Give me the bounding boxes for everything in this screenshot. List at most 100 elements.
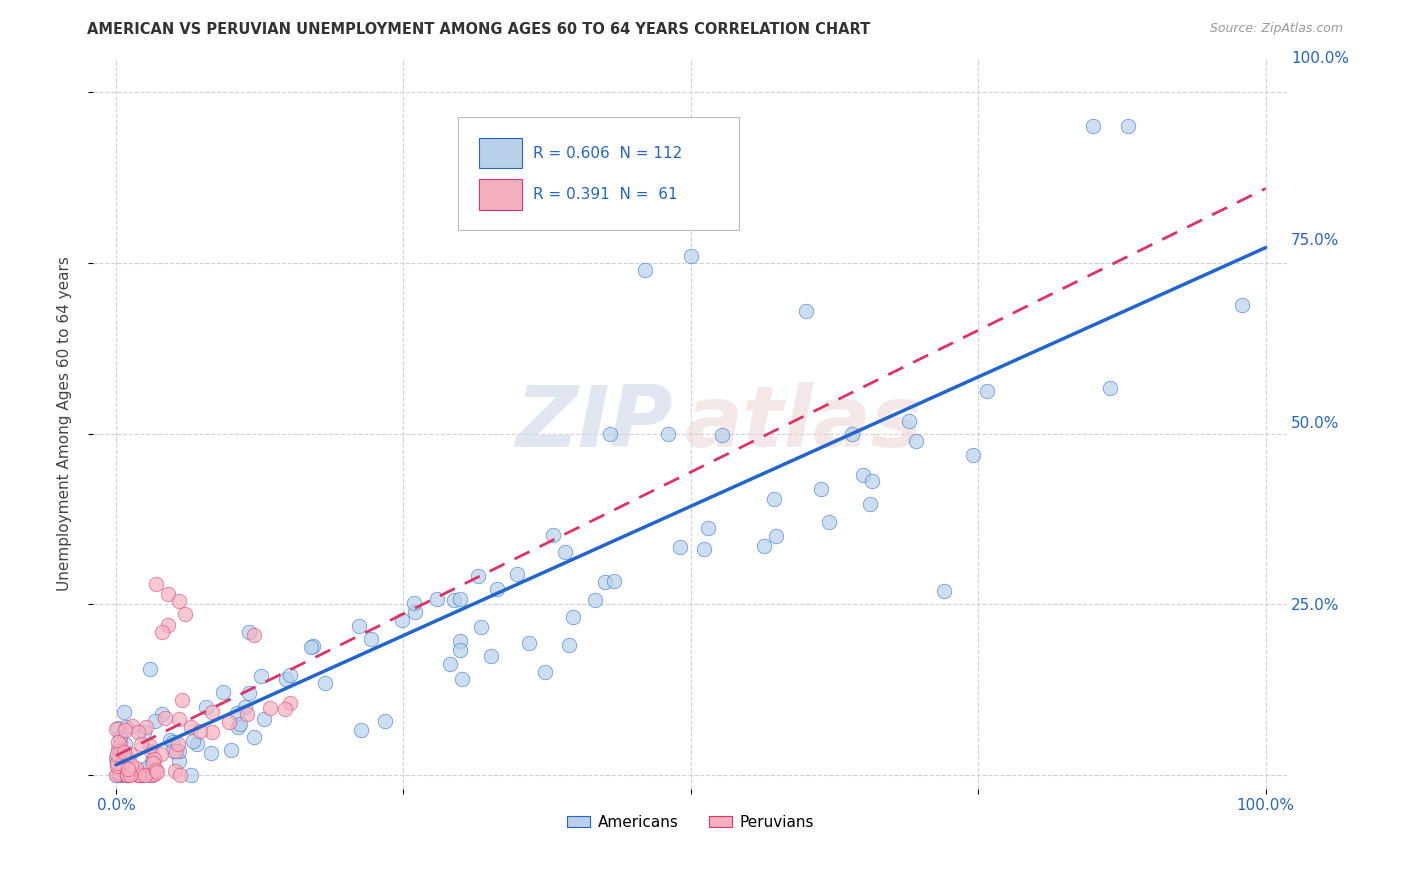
Americans (860, 474, 883, 488)
Americans (299, 640, 322, 655)
Americans (1230, 298, 1253, 312)
Peruvians (201, 724, 224, 739)
Americans (558, 638, 581, 652)
Americans (250, 669, 273, 683)
Peruvians (134, 768, 156, 782)
Peruvians (141, 768, 163, 782)
Peruvians (139, 739, 162, 753)
Text: R = 0.606  N = 112: R = 0.606 N = 112 (533, 145, 682, 161)
Peruvians (156, 587, 179, 601)
Peruvians (169, 712, 191, 726)
Americans (449, 592, 471, 607)
Americans (114, 737, 136, 751)
Peruvians (169, 768, 191, 782)
Peruvians (105, 768, 128, 782)
Americans (225, 706, 247, 720)
Americans (200, 746, 222, 760)
Text: 50.0%: 50.0% (1291, 416, 1340, 431)
Americans (841, 427, 863, 442)
Peruvians (129, 766, 152, 780)
Peruvians (259, 701, 281, 715)
Peruvians (146, 764, 169, 779)
Americans (128, 768, 150, 782)
Americans (134, 768, 156, 782)
Americans (139, 768, 162, 782)
Americans (105, 768, 128, 782)
Americans (162, 735, 184, 749)
Americans (117, 768, 139, 782)
Peruvians (115, 768, 138, 782)
Americans (402, 596, 425, 610)
Americans (1083, 120, 1105, 134)
Americans (765, 529, 787, 543)
Americans (517, 636, 540, 650)
Peruvians (105, 747, 128, 761)
Americans (107, 721, 129, 735)
Americans (238, 686, 260, 700)
Americans (132, 763, 155, 777)
Americans (111, 758, 134, 772)
Americans (108, 731, 131, 745)
Peruvians (105, 722, 128, 736)
Peruvians (141, 744, 163, 758)
Americans (817, 516, 839, 530)
Peruvians (112, 745, 135, 759)
Peruvians (129, 737, 152, 751)
Americans (794, 303, 817, 318)
Peruvians (108, 744, 131, 758)
Peruvians (149, 747, 172, 761)
Americans (212, 685, 235, 699)
Text: atlas: atlas (685, 382, 922, 465)
Americans (167, 755, 190, 769)
Americans (194, 700, 217, 714)
Americans (599, 426, 621, 441)
Americans (593, 574, 616, 589)
Americans (242, 730, 264, 744)
Peruvians (155, 711, 177, 725)
FancyBboxPatch shape (458, 117, 738, 230)
Americans (226, 720, 249, 734)
Peruvians (243, 628, 266, 642)
Peruvians (111, 763, 134, 777)
Americans (107, 742, 129, 756)
Text: Source: ZipAtlas.com: Source: ZipAtlas.com (1209, 22, 1343, 36)
Americans (115, 720, 138, 734)
Americans (562, 610, 585, 624)
Americans (449, 643, 471, 657)
Americans (139, 662, 162, 676)
Americans (107, 755, 129, 769)
Americans (274, 672, 297, 686)
Americans (347, 618, 370, 632)
Americans (763, 492, 786, 507)
Peruvians (150, 624, 173, 639)
Peruvians (125, 761, 148, 775)
Americans (693, 541, 716, 556)
Americans (314, 676, 336, 690)
Americans (859, 497, 882, 511)
Peruvians (278, 696, 301, 710)
Text: 75.0%: 75.0% (1291, 234, 1340, 248)
Americans (696, 521, 718, 535)
Peruvians (110, 756, 132, 770)
Americans (143, 714, 166, 728)
Americans (253, 712, 276, 726)
Americans (426, 592, 449, 607)
Americans (350, 723, 373, 737)
Peruvians (165, 744, 187, 758)
Peruvians (201, 705, 224, 719)
Americans (280, 668, 302, 682)
Americans (129, 768, 152, 782)
Peruvians (121, 719, 143, 733)
Peruvians (118, 747, 141, 762)
Text: ZIP: ZIP (515, 382, 673, 465)
Americans (485, 582, 508, 596)
Peruvians (120, 758, 142, 772)
Americans (167, 744, 190, 758)
Americans (669, 540, 692, 554)
Americans (932, 583, 955, 598)
Peruvians (218, 714, 240, 729)
Peruvians (163, 764, 186, 778)
Americans (112, 706, 135, 720)
Americans (449, 634, 471, 648)
Americans (180, 768, 202, 782)
